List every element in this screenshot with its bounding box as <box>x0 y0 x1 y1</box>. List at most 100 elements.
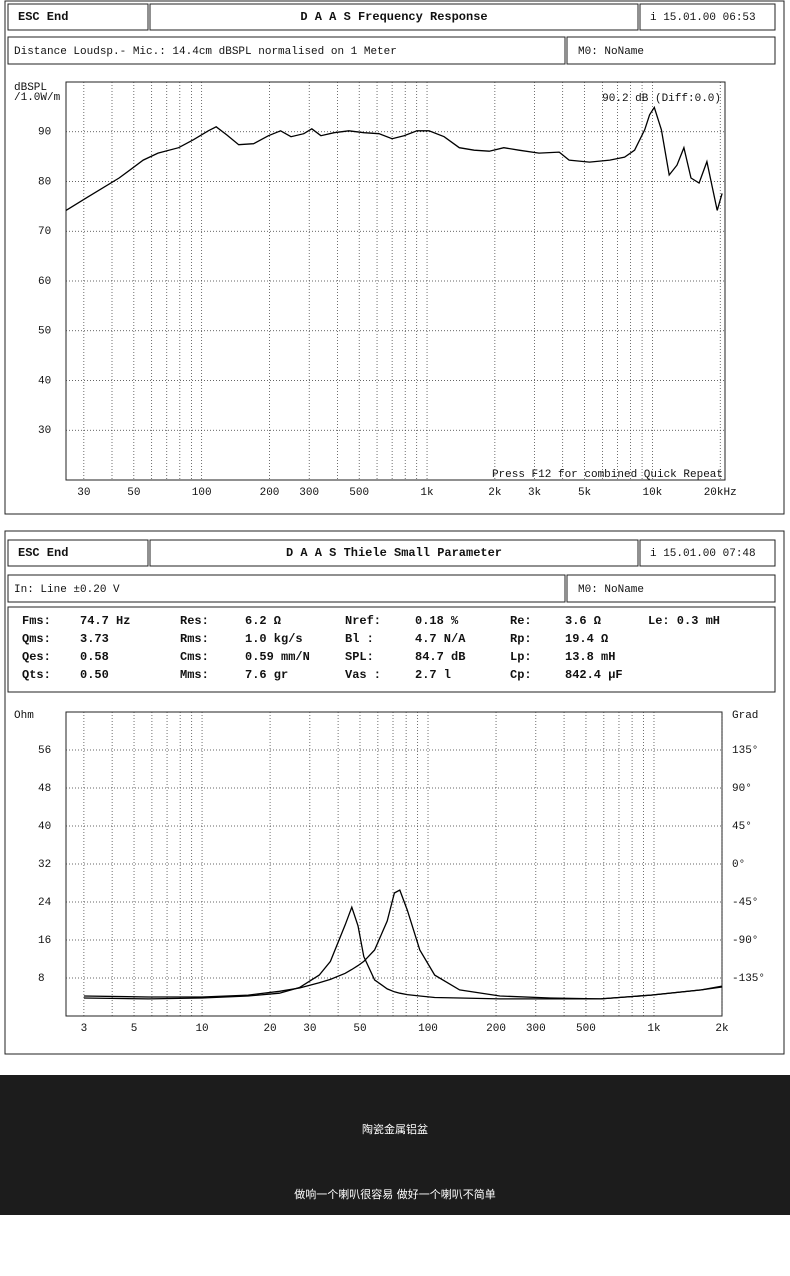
x-tick-label: 200 <box>260 487 280 499</box>
parameter: Lp: <box>510 650 532 664</box>
x-tick-label: 50 <box>353 1023 366 1035</box>
param-box <box>7 606 776 693</box>
x-tick-label: 3 <box>81 1023 88 1035</box>
model: M0: NoName <box>578 584 644 596</box>
x-tick-label: 30 <box>303 1023 316 1035</box>
esc-button[interactable]: ESC End <box>18 546 68 560</box>
header-box <box>7 574 566 603</box>
y2-tick-label: 90° <box>732 783 752 795</box>
panel-frame <box>4 530 785 1055</box>
x-tick-label: 2k <box>715 1023 729 1035</box>
y-axis-label: Ohm <box>14 710 34 722</box>
parameter: 1.0 kg/s <box>245 632 303 646</box>
x-tick-label: 300 <box>299 487 319 499</box>
parameter: Qms: <box>22 632 51 646</box>
parameter: Rp: <box>510 632 532 646</box>
header-box <box>7 3 149 31</box>
parameter: Fms: <box>22 614 51 628</box>
parameter: 3.73 <box>80 632 109 646</box>
parameter: 0.59 mm/N <box>245 650 310 664</box>
header-box <box>7 36 566 65</box>
x-tick-label: 100 <box>418 1023 438 1035</box>
banner-title: 陶瓷金属铝盆 <box>362 1122 428 1136</box>
y-tick-label: 40 <box>38 821 51 833</box>
x-tick-label: 5k <box>578 487 592 499</box>
data-line <box>65 105 723 211</box>
parameter: Le: 0.3 mH <box>648 614 720 628</box>
x-tick-label: 10 <box>195 1023 208 1035</box>
y2-tick-label: -135° <box>732 973 765 985</box>
x-tick-label: 2k <box>488 487 502 499</box>
parameter: Qts: <box>22 668 51 682</box>
y2-tick-label: -45° <box>732 897 758 909</box>
banner <box>0 1075 790 1215</box>
y-tick-label: 60 <box>38 276 51 288</box>
y-tick-label: 16 <box>38 935 51 947</box>
x-tick-label: 200 <box>486 1023 506 1035</box>
x-tick-label: 10k <box>642 487 662 499</box>
plot-frame <box>65 711 723 1017</box>
y-tick-label: 50 <box>38 326 51 338</box>
data-line <box>83 905 723 1000</box>
parameter: Re: <box>510 614 532 628</box>
y2-tick-label: 135° <box>732 745 758 757</box>
y2-tick-label: 0° <box>732 859 745 871</box>
banner-subtitle: 做响一个喇叭很容易 做好一个喇叭不简单 <box>294 1187 496 1201</box>
y2-tick-label: -90° <box>732 935 758 947</box>
x-tick-label: 50 <box>127 487 140 499</box>
annotation: 90.2 dB (Diff:0.0) <box>602 93 721 105</box>
parameter: 0.58 <box>80 650 109 664</box>
parameter: Qes: <box>22 650 51 664</box>
parameter: Vas : <box>345 668 381 682</box>
info: Distance Loudsp.- Mic.: 14.4cm dBSPL nor… <box>14 46 397 58</box>
y-tick-label: 32 <box>38 859 51 871</box>
parameter: 842.4 µF <box>565 668 623 682</box>
header-box <box>149 3 639 31</box>
x-tick-label: 1k <box>420 487 434 499</box>
header-box <box>566 574 776 603</box>
y-tick-label: 70 <box>38 226 51 238</box>
y-axis-label: /1.0W/m <box>14 92 61 104</box>
timestamp: i 15.01.00 07:48 <box>650 548 756 560</box>
parameter: 0.50 <box>80 668 109 682</box>
header-box <box>566 36 776 65</box>
y-tick-label: 8 <box>38 973 45 985</box>
panel-frame <box>4 0 785 515</box>
header-box <box>149 539 639 567</box>
x-tick-label: 20kHz <box>704 487 737 499</box>
annotation: Press F12 for combined Quick Repeat <box>492 469 723 481</box>
info: In: Line ±0.20 V <box>14 584 120 596</box>
y-tick-label: 48 <box>38 783 51 795</box>
y-tick-label: 56 <box>38 745 51 757</box>
panel-title: D A A S Frequency Response <box>300 10 487 24</box>
y-tick-label: 30 <box>38 425 51 437</box>
y2-tick-label: 45° <box>732 821 752 833</box>
y-tick-label: 80 <box>38 176 51 188</box>
parameter: 0.18 % <box>415 614 459 628</box>
x-tick-label: 100 <box>192 487 212 499</box>
parameter: 3.6 Ω <box>565 614 601 628</box>
x-tick-label: 5 <box>131 1023 138 1035</box>
parameter: Cms: <box>180 650 209 664</box>
esc-button[interactable]: ESC End <box>18 10 68 24</box>
parameter: Rms: <box>180 632 209 646</box>
y-tick-label: 24 <box>38 897 52 909</box>
header-box <box>639 539 776 567</box>
timestamp: i 15.01.00 06:53 <box>650 12 756 24</box>
header-box <box>7 539 149 567</box>
parameter: 19.4 Ω <box>565 632 608 646</box>
parameter: Cp: <box>510 668 532 682</box>
plot-frame <box>65 81 726 481</box>
parameter: 6.2 Ω <box>245 614 281 628</box>
parameter: 84.7 dB <box>415 650 465 664</box>
y-axis-label: dBSPL <box>14 82 47 94</box>
parameter: 2.7 l <box>415 668 451 682</box>
parameter: 7.6 gr <box>245 668 288 682</box>
panel-title: D A A S Thiele Small Parameter <box>286 546 502 560</box>
x-tick-label: 1k <box>647 1023 661 1035</box>
parameter: Mms: <box>180 668 209 682</box>
y-tick-label: 90 <box>38 127 51 139</box>
parameter: Nref: <box>345 614 381 628</box>
x-tick-label: 500 <box>576 1023 596 1035</box>
